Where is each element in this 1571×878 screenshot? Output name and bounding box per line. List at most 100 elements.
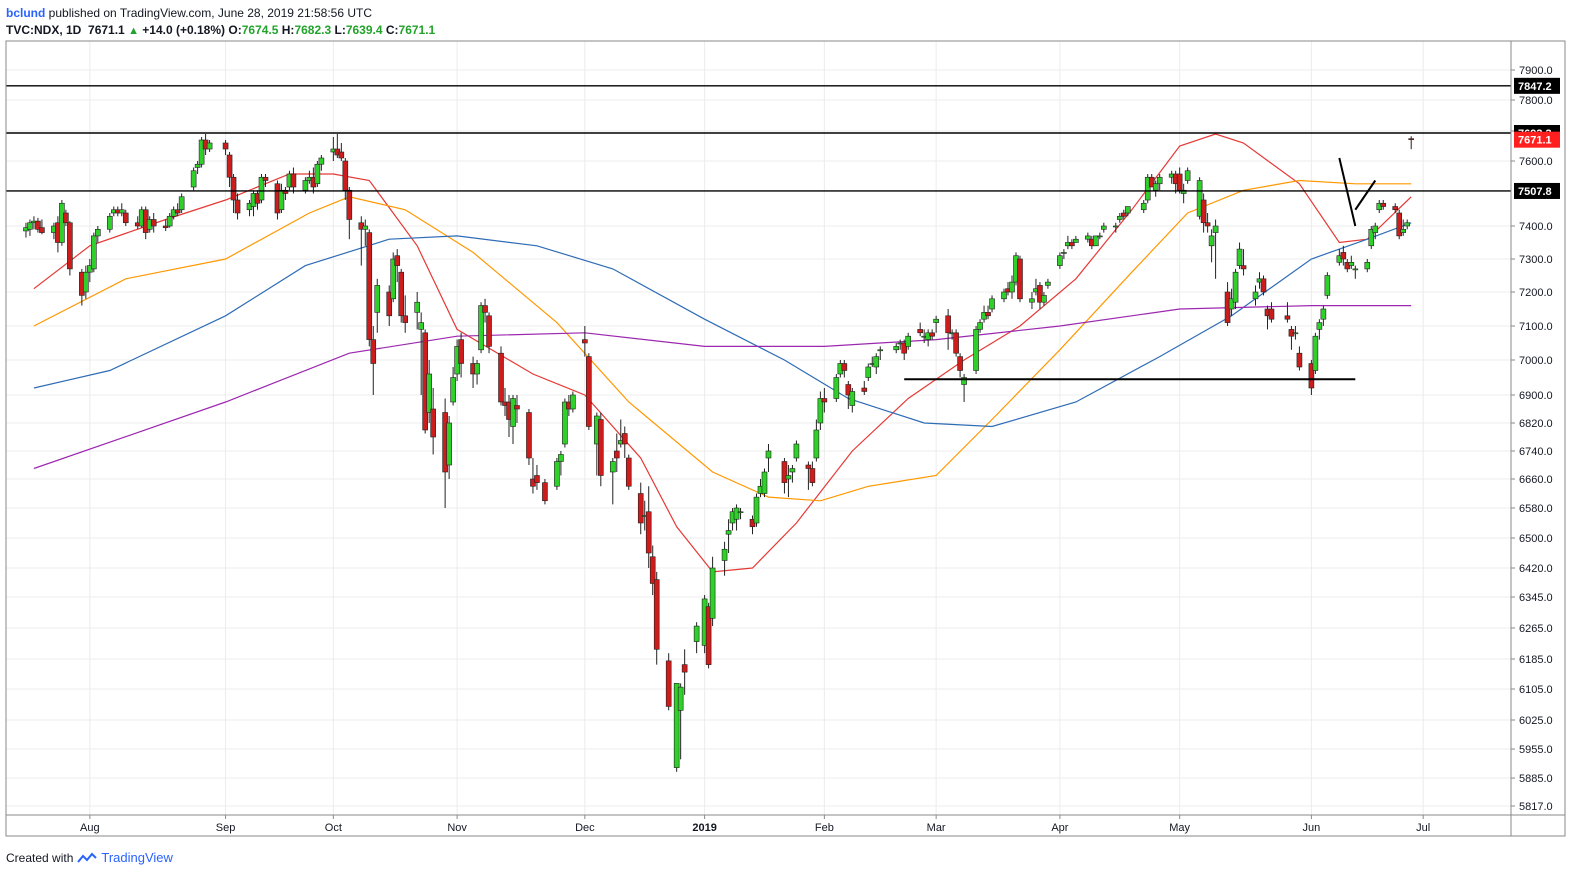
candle-up (677, 686, 684, 711)
candle-up (206, 142, 213, 150)
candle-up (318, 157, 325, 165)
x-tick-label: Oct (325, 822, 342, 834)
candle-down (929, 332, 935, 337)
candle-up (933, 318, 939, 323)
candle-up (302, 180, 309, 191)
candle-down (67, 222, 73, 270)
candle-up (1404, 222, 1411, 227)
y-tick-label: 7400.0 (1519, 221, 1553, 233)
candle-down (1296, 352, 1303, 368)
candle-up (474, 363, 480, 375)
candle-up (1196, 180, 1203, 217)
candle-up (737, 511, 744, 514)
candle-up (1061, 252, 1067, 254)
candle-up (1001, 291, 1007, 300)
candle-up (1352, 268, 1359, 271)
candle-up (673, 683, 680, 768)
candle-down (1037, 285, 1043, 303)
candle-down (845, 384, 852, 396)
low-label: L: (334, 23, 346, 37)
y-tick-label: 6185.0 (1519, 654, 1553, 666)
trendline (1338, 157, 1357, 227)
candle-up (278, 189, 285, 211)
candle-up (510, 398, 516, 427)
candle-down (430, 408, 436, 438)
y-tick-label: 6820.0 (1519, 418, 1553, 430)
candle-up (91, 235, 97, 270)
x-tick-label: Dec (575, 822, 595, 834)
time-axis[interactable]: Aug Sep Oct Nov Dec 2019 Feb Mar Apr May Jun Jul (80, 815, 1430, 834)
candle-up (446, 422, 452, 466)
high-label: H: (281, 23, 295, 37)
candle-up (1085, 235, 1091, 240)
candle-down (821, 398, 828, 403)
candle-down (1017, 258, 1023, 300)
candle-up (390, 258, 397, 300)
candle-up (1372, 225, 1379, 233)
candle-down (482, 305, 488, 313)
candle-down (1392, 206, 1399, 211)
candle-down (63, 212, 69, 224)
candle-up (83, 271, 89, 293)
candle-up (989, 298, 995, 310)
candle-down (649, 556, 656, 584)
candle-up (198, 139, 205, 165)
candle-down (35, 220, 41, 230)
price-axis[interactable]: 7900.07800.07700.07600.07400.07300.07200… (1511, 65, 1553, 813)
candle-down (625, 457, 632, 487)
candle-up (753, 496, 760, 524)
candle-up (1097, 235, 1103, 238)
y-tick-label: 6900.0 (1519, 390, 1553, 402)
candle-up (1116, 215, 1123, 220)
author-link[interactable]: bclund (6, 6, 46, 20)
y-tick-label: 7200.0 (1519, 287, 1553, 299)
y-tick-label: 5817.0 (1519, 801, 1553, 813)
candle-up (893, 346, 900, 351)
chart-frame (5, 40, 1566, 837)
y-tick-label: 5955.0 (1519, 744, 1553, 756)
candle-up (1057, 255, 1063, 266)
close-label: C: (385, 23, 399, 37)
y-tick-label: 5885.0 (1519, 773, 1553, 785)
candle-down (621, 433, 628, 445)
candle-down (39, 227, 45, 233)
x-tick-label: Sep (216, 822, 236, 834)
y-tick-label: 7900.0 (1519, 65, 1553, 77)
candle-down (290, 173, 297, 188)
candle-down (498, 352, 504, 403)
open-value: 7674.5 (241, 23, 279, 37)
low-value: 7639.4 (345, 23, 383, 37)
y-tick-label: 7300.0 (1519, 254, 1553, 266)
candle-down (1308, 363, 1315, 389)
candle-down (402, 315, 409, 323)
candle-down (957, 356, 963, 371)
candle-up (418, 322, 424, 330)
candle-up (813, 429, 820, 459)
candle-down (342, 160, 349, 191)
candle-up (1156, 176, 1163, 185)
candle-down (262, 176, 269, 181)
candle-down (861, 387, 868, 392)
publish-info: bclund published on TradingView.com, Jun… (6, 5, 372, 21)
x-tick-label: Nov (447, 822, 467, 834)
x-tick-label: Feb (815, 822, 834, 834)
candle-up (793, 443, 800, 459)
y-tick-label: 6420.0 (1519, 563, 1553, 575)
y-tick-label: 7800.0 (1519, 95, 1553, 107)
candle-up (833, 377, 840, 399)
candle-up (1041, 295, 1047, 303)
candle-up (426, 373, 432, 413)
candle-up (973, 329, 979, 371)
tradingview-link[interactable]: TradingView (101, 850, 173, 865)
candle-up (258, 176, 265, 201)
candle-down (394, 255, 401, 266)
symbol-label[interactable]: TVC:NDX, 1D (6, 23, 82, 37)
x-tick-label: Apr (1051, 822, 1068, 834)
x-tick-label: Aug (80, 822, 100, 834)
y-tick-label: 6660.0 (1519, 474, 1553, 486)
x-tick-label: Mar (927, 822, 946, 834)
candle-down (953, 332, 959, 354)
candle-down (681, 664, 688, 673)
candle-down (945, 315, 951, 334)
